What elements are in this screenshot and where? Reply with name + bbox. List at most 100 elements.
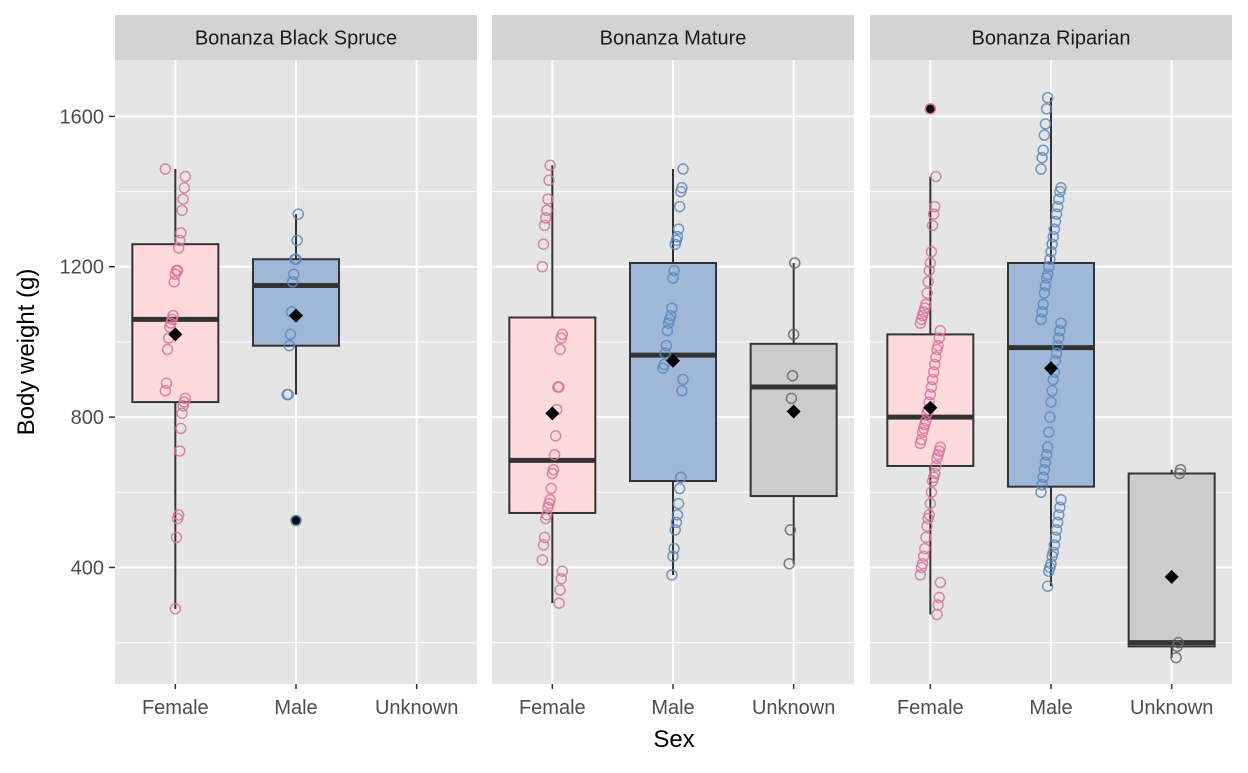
data-point — [161, 343, 174, 356]
data-point — [1055, 494, 1067, 506]
data-point — [1054, 324, 1066, 337]
data-point — [1171, 640, 1183, 653]
data-point — [169, 603, 182, 615]
y-axis: 400 800 1200 1600 — [60, 106, 115, 579]
data-point — [786, 370, 799, 382]
data-point — [1043, 260, 1055, 273]
y-tick-label: 800 — [71, 407, 104, 429]
group-female — [131, 163, 220, 615]
data-point — [1051, 339, 1064, 352]
data-point — [921, 287, 933, 299]
group-male — [252, 208, 340, 527]
mean-marker — [786, 404, 801, 419]
data-point — [914, 317, 927, 329]
data-point — [929, 200, 941, 213]
data-point — [676, 385, 688, 397]
data-point — [657, 362, 669, 374]
data-point — [1035, 163, 1047, 175]
data-point — [179, 170, 192, 183]
data-point — [1173, 467, 1186, 480]
data-point — [933, 332, 945, 344]
data-point — [1054, 185, 1066, 198]
data-point — [783, 557, 795, 570]
data-point — [1040, 448, 1053, 461]
data-point — [170, 531, 183, 544]
x-tick-label: Male — [274, 697, 317, 719]
data-point — [1039, 456, 1052, 468]
data-point — [1038, 287, 1051, 299]
data-point — [1045, 245, 1057, 258]
group-unknown — [1127, 463, 1216, 664]
group-male — [1007, 91, 1095, 593]
data-point — [291, 234, 303, 247]
data-point — [672, 223, 685, 235]
panel-strip — [492, 15, 854, 60]
y-tick-label: 1200 — [60, 257, 105, 279]
group-female — [508, 159, 597, 609]
panel-bonanza-black-spruce: Bonanza Black Spruce Female Male Unknown — [115, 15, 477, 719]
x-tick-label: Female — [519, 697, 586, 719]
y-tick-label: 1600 — [60, 106, 105, 128]
x-tick-label: Unknown — [375, 697, 458, 719]
data-point — [914, 437, 927, 450]
x-axis-title: Sex — [653, 726, 694, 753]
data-point — [1037, 144, 1049, 156]
x-tick-label: Female — [897, 697, 964, 719]
data-point — [1170, 651, 1182, 664]
data-point — [668, 264, 680, 277]
data-point — [1036, 151, 1048, 164]
mean-marker — [168, 327, 183, 342]
data-point — [927, 208, 940, 220]
data-point — [1041, 91, 1054, 104]
data-point — [539, 512, 552, 525]
data-point — [1040, 272, 1053, 284]
x-tick-label: Unknown — [752, 697, 835, 719]
data-point — [926, 373, 939, 386]
data-point — [924, 257, 937, 269]
x-tick-label: Male — [1029, 697, 1072, 719]
data-point — [159, 163, 172, 175]
x-tick-label: Male — [651, 697, 694, 719]
data-point — [175, 422, 187, 435]
data-point — [1041, 441, 1054, 453]
data-point — [292, 208, 304, 220]
data-point — [673, 482, 686, 495]
data-point — [1053, 509, 1065, 521]
data-point — [283, 339, 296, 352]
data-point — [178, 182, 190, 194]
data-point — [924, 497, 937, 510]
panel-title: Bonanza Black Spruce — [195, 28, 397, 50]
data-point — [673, 200, 686, 213]
data-point — [545, 482, 557, 495]
data-point — [931, 343, 943, 356]
data-point — [556, 565, 569, 577]
data-point — [1046, 550, 1058, 562]
data-point — [1051, 200, 1064, 213]
data-point — [931, 608, 943, 621]
data-point — [1036, 479, 1048, 491]
data-point — [660, 339, 673, 352]
data-point — [284, 328, 297, 341]
data-point — [1037, 471, 1049, 484]
data-point — [669, 524, 681, 536]
mean-marker — [1044, 361, 1058, 376]
data-point — [926, 219, 939, 232]
data-point — [537, 539, 550, 551]
data-point — [554, 584, 566, 596]
data-point — [168, 276, 180, 288]
data-point — [1035, 313, 1047, 326]
data-point — [1044, 411, 1056, 423]
box-iqr — [1127, 472, 1216, 648]
y-axis-title: Body weight (g) — [13, 269, 40, 436]
y-tick-label: 400 — [71, 557, 104, 579]
data-point — [1054, 501, 1066, 514]
data-point — [1053, 193, 1065, 205]
data-point — [789, 257, 801, 269]
data-point — [1049, 215, 1062, 228]
data-point — [1047, 230, 1059, 243]
data-point — [1043, 426, 1055, 438]
data-point — [1036, 306, 1048, 318]
data-point — [925, 486, 938, 499]
